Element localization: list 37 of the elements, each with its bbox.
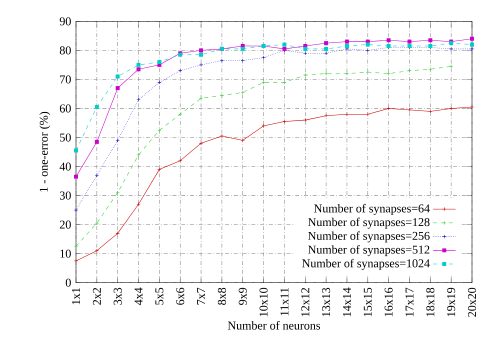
y-tick-label: 40	[60, 162, 71, 171]
y-axis-title: 1 - one-error (%)	[39, 112, 50, 192]
x-tick-label: 5x5	[155, 288, 164, 305]
x-tick-label: 11x11	[280, 288, 288, 316]
legend-label: Number of synapses=128	[308, 218, 430, 229]
x-tick-label: 14x14	[343, 288, 351, 316]
x-tick-label: 15x15	[364, 288, 372, 316]
y-tick-label: 50	[60, 133, 71, 142]
y-tick-label: 80	[60, 46, 71, 54]
x-tick-label: 4x4	[134, 288, 142, 306]
x-tick-label: 18x18	[426, 288, 434, 316]
y-tick-label: 30	[60, 192, 71, 200]
y-tick-label: 90	[60, 17, 71, 26]
x-tick-label: 16x16	[384, 288, 393, 316]
y-tick-label: 70	[60, 75, 71, 84]
legend-label: Number of synapses=64	[314, 204, 430, 215]
x-tick-label: 1x1	[72, 288, 80, 304]
y-tick-label: 60	[60, 104, 71, 112]
x-tick-label: 8x8	[218, 288, 226, 305]
legend-label: Number of synapses=256	[308, 231, 430, 242]
legend-label: Number of synapses=1024	[302, 258, 430, 270]
x-tick-label: 10x10	[260, 288, 268, 316]
x-tick-label: 17x17	[406, 288, 414, 316]
x-tick-label: 2x2	[92, 288, 101, 305]
x-tick-label: 6x6	[176, 288, 184, 305]
x-tick-label: 3x3	[114, 288, 122, 305]
y-tick-label: 20	[60, 220, 71, 229]
x-tick-label: 13x13	[322, 288, 330, 316]
y-tick-label: 0	[66, 278, 71, 287]
x-axis-title: Number of neurons	[228, 321, 320, 330]
x-tick-label: 20x20	[468, 288, 476, 317]
x-tick-label: 7x7	[197, 288, 205, 304]
x-tick-label: 19x19	[447, 288, 456, 316]
legend-label: Number of synapses=512	[308, 245, 430, 256]
x-tick-label: 9x9	[238, 288, 247, 305]
x-tick-label: 12x12	[301, 288, 310, 316]
y-tick-label: 10	[60, 250, 71, 258]
